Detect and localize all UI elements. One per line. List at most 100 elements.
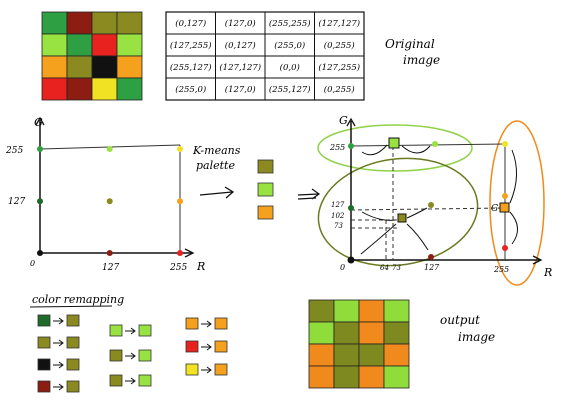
left-point-0 (37, 146, 43, 152)
palette-arrow (199, 186, 235, 199)
rgb-table-cell: (127,0) (225, 18, 256, 29)
palette-swatch-lime (257, 182, 274, 197)
original-pixel-1-1 (66, 33, 93, 57)
output-image-grid (308, 299, 410, 389)
output-pixel-2-2 (358, 343, 385, 367)
rgb-table-cell: (255,255) (269, 18, 311, 29)
point-0-0 (347, 256, 355, 264)
left-x-tick-0: 0 (30, 259, 35, 268)
original-pixel-0-2 (91, 11, 118, 35)
left-point-8 (177, 250, 183, 256)
arrow-to-olive-3 (406, 223, 429, 251)
left-x-tick-255: 255 (169, 263, 187, 273)
original-pixel-1-0 (41, 33, 68, 57)
color-remapping-title: color remapping (32, 293, 124, 306)
centroid-lime (388, 137, 400, 149)
output-image-label-line2: image (458, 330, 495, 344)
kmeans-palette (257, 159, 274, 220)
left-rg-scatter: G R 255 127 0 127 255 (5, 116, 205, 273)
rgb-table-cell: (0,0) (280, 62, 300, 73)
remap-col1-to-0 (66, 314, 80, 327)
point-127-127 (428, 202, 434, 208)
remap-col3-to-0 (214, 317, 228, 330)
cluster-top-ellipse (317, 124, 473, 172)
output-pixel-1-0 (308, 321, 335, 345)
arrow-to-lime-1 (361, 144, 388, 156)
cluster-center-ellipse (317, 157, 479, 267)
right-cluster-diagram: G R 255 127 102 73 0 64 73 127 255 G (317, 114, 552, 286)
original-pixel-3-1 (66, 77, 93, 101)
rgb-table-cell: (255,0) (175, 84, 206, 95)
right-x-tick-127: 127 (424, 263, 440, 272)
right-y-tick-73: 73 (334, 222, 343, 230)
left-x-arrowhead (184, 248, 195, 258)
remap-col2-arrow-2 (125, 377, 136, 385)
right-y-tick-255: 255 (329, 143, 345, 152)
remap-col1-arrow-2 (53, 361, 64, 369)
right-x-axis-label: R (543, 266, 552, 279)
remap-col2-to-2 (138, 374, 152, 387)
remap-col3-from-1 (185, 340, 199, 353)
rgb-table-cell: (127,255) (318, 62, 360, 73)
point-127-255 (432, 141, 438, 147)
point-127-0 (428, 254, 434, 260)
right-x-tick-0: 0 (340, 263, 345, 272)
point-255-255 (502, 141, 508, 147)
right-top-guide (350, 143, 506, 147)
output-pixel-3-0 (308, 365, 335, 389)
right-y-axis-label: G (339, 114, 348, 127)
original-pixel-3-0 (41, 77, 68, 101)
output-pixel-1-2 (358, 321, 385, 345)
palette-swatch-olive (257, 159, 274, 174)
left-point-3 (37, 198, 43, 205)
output-pixel-0-2 (358, 299, 385, 323)
rgb-table-cell: (0,127) (175, 18, 206, 29)
centroid-olive (397, 213, 407, 223)
original-pixel-0-1 (66, 11, 93, 35)
left-point-4 (106, 198, 113, 205)
remap-col1-from-1 (37, 336, 51, 349)
remap-col1-from-3 (37, 380, 51, 393)
rgb-table-cell: (0,255) (324, 84, 355, 95)
to-clustering-arrow (297, 188, 321, 200)
palette-swatch-orange (257, 205, 274, 220)
point-0-127 (348, 205, 354, 211)
arrow-to-olive-2 (360, 223, 397, 255)
original-pixel-1-3 (116, 33, 143, 57)
right-y-tick-102: 102 (331, 212, 345, 220)
remap-col3-from-0 (185, 317, 199, 330)
original-pixel-0-3 (116, 11, 143, 35)
output-pixel-1-1 (333, 321, 360, 345)
arrow-to-olive-1 (361, 211, 396, 221)
right-x-arrowhead (532, 255, 543, 265)
color-remapping-list (37, 314, 228, 393)
remap-col1-arrow-1 (53, 339, 64, 347)
remap-col1-to-1 (66, 336, 80, 349)
left-point-5 (177, 198, 183, 205)
right-y-tick-127: 127 (331, 201, 345, 209)
rgb-table-cell: (255,127) (269, 84, 311, 95)
rgb-table-cell: (127,0) (225, 84, 256, 95)
right-y-arrowhead (346, 117, 356, 127)
remap-col2-from-2 (109, 374, 123, 387)
remap-col3-arrow-0 (201, 320, 212, 328)
left-point-7 (106, 250, 113, 256)
point-255-127 (502, 193, 508, 199)
left-y-arrowhead (35, 116, 45, 126)
right-cluster-marker-label: G (491, 204, 498, 214)
right-x-tick-255: 255 (493, 265, 509, 274)
remap-col2-from-1 (109, 349, 123, 362)
color-remapping-underline (29, 305, 113, 308)
output-pixel-2-3 (383, 343, 410, 367)
left-y-tick-255: 255 (5, 146, 23, 156)
left-y-axis-label: G (34, 116, 43, 129)
remap-col2-from-0 (109, 324, 123, 337)
original-pixel-1-2 (91, 33, 118, 57)
remap-col3-to-1 (214, 340, 228, 353)
remap-col1-from-2 (37, 358, 51, 371)
rgb-table-cell: (127,127) (219, 62, 261, 73)
remap-col3-arrow-2 (201, 366, 212, 374)
left-x-tick-127: 127 (102, 263, 119, 273)
rgb-table-cell: (127,127) (318, 18, 360, 29)
original-pixel-2-2 (91, 55, 118, 79)
